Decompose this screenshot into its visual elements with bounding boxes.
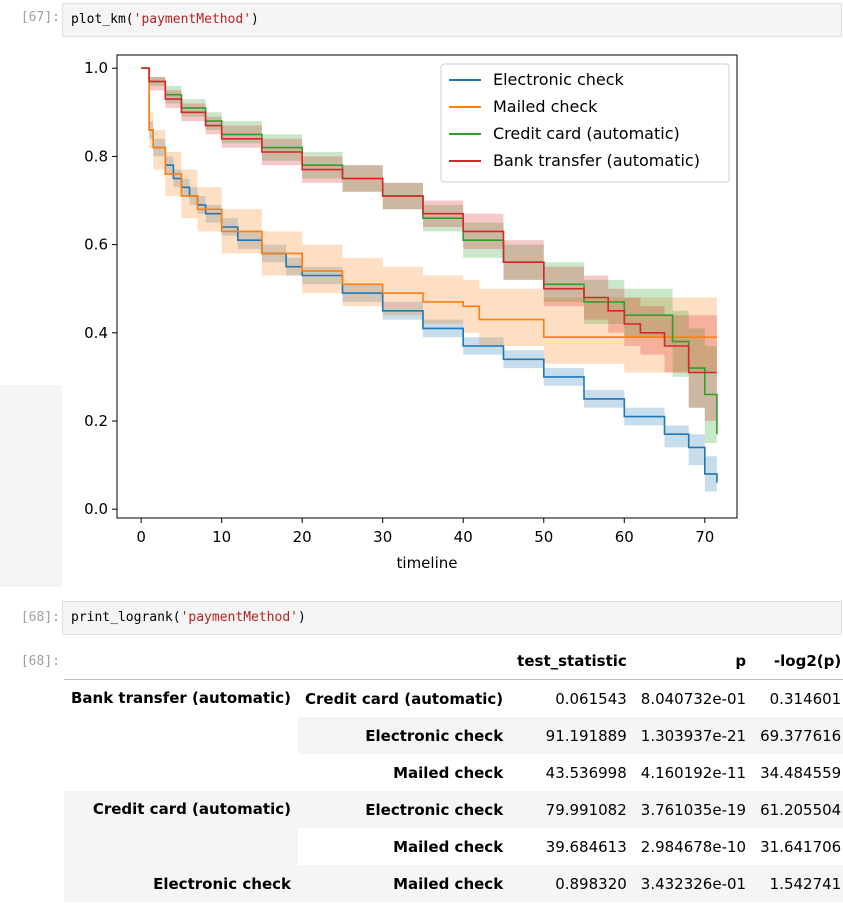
output-gutter xyxy=(0,385,62,587)
header-blank xyxy=(298,643,511,680)
header-neg-log2-p: -log2(p) xyxy=(753,643,843,680)
logrank-table: test_statistic p -log2(p) Bank transfer … xyxy=(64,643,843,902)
neg-log2-p-cell: 1.542741 xyxy=(753,865,843,902)
row-group-label: Bank transfer (automatic) xyxy=(71,689,291,707)
neg-log2-p-cell: 34.484559 xyxy=(760,763,842,782)
row-comparison-label: Electronic check xyxy=(298,717,511,754)
y-axis-ticks: 0.0 0.2 0.4 0.6 0.8 1.0 xyxy=(84,59,117,518)
test-statistic-cell: 0.061543 xyxy=(555,689,627,708)
cell-67-prompt: [67]: xyxy=(20,10,60,25)
p-value-cell: 3.432326e-01 xyxy=(633,865,754,902)
cell-67-code[interactable]: plot_km('paymentMethod') xyxy=(62,3,842,37)
survival-line-3 xyxy=(141,67,717,374)
table-row: Mailed check 43.536998 4.160192e-11 34.4… xyxy=(64,754,843,791)
cell-68-prompt: [68]: xyxy=(20,610,60,625)
code-paren: ) xyxy=(297,610,306,625)
test-statistic-cell: 79.991082 xyxy=(510,791,634,828)
x-tick-label: 20 xyxy=(293,528,312,546)
header-p: p xyxy=(633,643,754,680)
survival-line-2 xyxy=(141,67,718,435)
row-group-label: Electronic check xyxy=(64,865,298,902)
table-header-row: test_statistic p -log2(p) xyxy=(64,643,843,680)
cell-68-code[interactable]: print_logrank('paymentMethod') xyxy=(62,601,842,635)
code-string-arg: 'paymentMethod' xyxy=(133,12,252,27)
x-tick-label: 40 xyxy=(454,528,473,546)
km-survival-chart: 0 10 20 30 40 50 60 70 0.0 0.2 0.4 0.6 0.8 1.0 timel… xyxy=(84,54,738,572)
row-comparison-label: Mailed check xyxy=(393,837,504,856)
p-value-cell: 8.040732e-01 xyxy=(640,689,747,708)
p-value-cell: 2.984678e-10 xyxy=(640,837,747,856)
legend-label: Credit card (automatic) xyxy=(493,124,680,143)
neg-log2-p-cell: 61.205504 xyxy=(753,791,843,828)
neg-log2-p-cell: 31.641706 xyxy=(760,837,842,856)
x-tick-label: 70 xyxy=(695,528,714,546)
confidence-band-1 xyxy=(141,68,717,373)
y-tick-label: 0.2 xyxy=(84,412,108,430)
x-tick-label: 30 xyxy=(373,528,392,546)
header-test-statistic: test_statistic xyxy=(510,643,634,680)
row-group-label: Credit card (automatic) xyxy=(64,791,298,865)
row-comparison-label: Credit card (automatic) xyxy=(305,689,504,708)
confidence-band-2 xyxy=(141,68,717,479)
neg-log2-p-cell: 69.377616 xyxy=(753,717,843,754)
code-string-arg: 'paymentMethod' xyxy=(180,610,298,625)
plot-frame xyxy=(116,54,738,519)
table-row: Bank transfer (automatic) Credit card (a… xyxy=(64,680,843,718)
legend-label: Bank transfer (automatic) xyxy=(493,151,700,170)
x-tick-label: 50 xyxy=(534,528,553,546)
y-tick-label: 0.8 xyxy=(84,147,108,165)
test-statistic-cell: 0.898320 xyxy=(510,865,634,902)
legend-label: Mailed check xyxy=(493,97,598,116)
table-row: Mailed check 39.684613 2.984678e-10 31.6… xyxy=(64,828,843,865)
y-tick-label: 0.6 xyxy=(84,236,108,254)
p-value-cell: 1.303937e-21 xyxy=(633,717,754,754)
y-tick-label: 0.4 xyxy=(84,324,108,342)
row-comparison-label: Mailed check xyxy=(298,865,511,902)
table-row: Credit card (automatic) Electronic check… xyxy=(64,791,843,865)
row-comparison-label: Electronic check xyxy=(298,791,511,828)
x-tick-label: 60 xyxy=(615,528,634,546)
y-tick-label: 0.0 xyxy=(84,500,108,518)
test-statistic-cell: 39.684613 xyxy=(545,837,627,856)
test-statistic-cell: 43.536998 xyxy=(545,763,627,782)
x-axis-label: timeline xyxy=(397,554,458,572)
y-tick-label: 1.0 xyxy=(84,59,108,77)
code-paren: ) xyxy=(251,12,259,27)
test-statistic-cell: 91.191889 xyxy=(510,717,634,754)
p-value-cell: 3.761035e-19 xyxy=(633,791,754,828)
header-blank xyxy=(64,643,298,680)
code-function: print_logrank( xyxy=(71,610,181,625)
neg-log2-p-cell: 0.314601 xyxy=(769,689,842,708)
code-function: plot_km( xyxy=(71,12,134,27)
confidence-band-3 xyxy=(141,68,717,430)
row-comparison-label: Mailed check xyxy=(393,763,504,782)
table-row: Electronic check 91.191889 1.303937e-21 … xyxy=(64,717,843,754)
p-value-cell: 4.160192e-11 xyxy=(640,763,747,782)
x-tick-label: 0 xyxy=(136,528,146,546)
survival-lines xyxy=(141,67,718,483)
x-tick-label: 10 xyxy=(212,528,231,546)
legend-box xyxy=(440,63,730,183)
x-axis-ticks: 0 10 20 30 40 50 60 70 xyxy=(136,518,714,546)
table-row: Electronic check Mailed check 0.898320 3… xyxy=(64,865,843,902)
chart-legend: Electronic check Mailed check Credit card … xyxy=(440,63,730,183)
legend-label: Electronic check xyxy=(493,70,625,89)
confidence-bands xyxy=(141,68,717,496)
survival-line-1 xyxy=(141,67,717,338)
cell-68-output-prompt: [68]: xyxy=(20,654,60,669)
